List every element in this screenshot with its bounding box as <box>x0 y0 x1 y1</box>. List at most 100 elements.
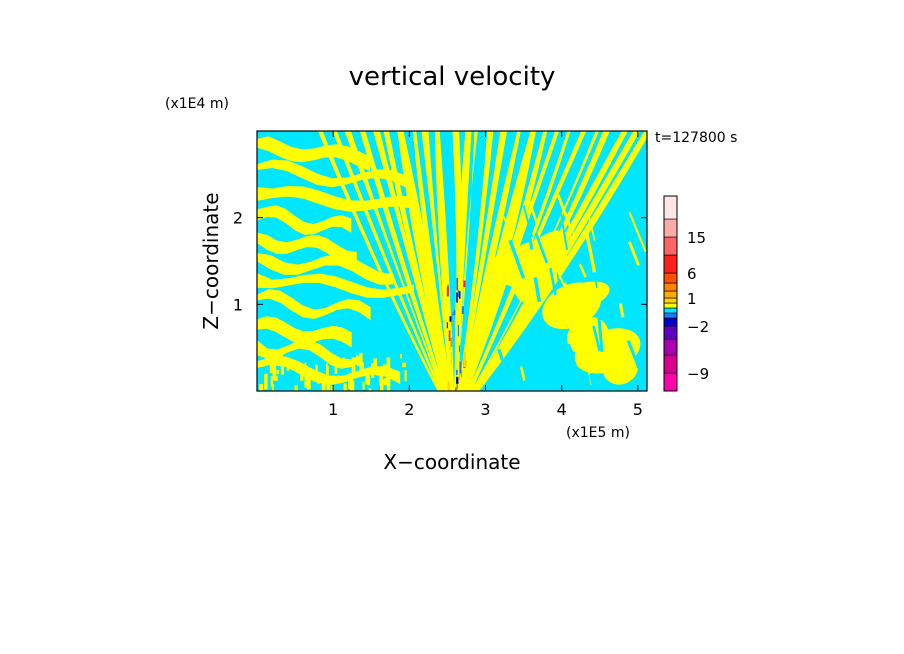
contour-band <box>257 159 408 189</box>
contour-speck <box>386 357 391 371</box>
contour-speck <box>270 376 274 387</box>
contour-speck <box>359 352 363 371</box>
contour-core <box>455 387 457 391</box>
contour-core <box>458 291 461 299</box>
contour-speck <box>362 381 365 390</box>
contour-core <box>448 330 451 341</box>
colorbar-frame <box>663 195 678 392</box>
contour-streak <box>497 348 504 361</box>
contour-streak <box>617 223 629 258</box>
colorbar-swatch <box>663 218 678 238</box>
contour-speck <box>315 364 318 371</box>
colorbar-swatch <box>663 236 678 256</box>
contour-streak <box>605 219 625 260</box>
contour-band <box>476 131 647 391</box>
contour-speck <box>271 384 275 391</box>
contour-band <box>257 273 414 298</box>
colorbar-swatch <box>663 354 678 374</box>
time-label: t=127800 s <box>655 130 737 146</box>
contour-core <box>446 286 449 297</box>
colorbar-swatch <box>663 195 678 220</box>
contour-streak <box>569 233 574 246</box>
contour-band <box>257 253 394 285</box>
contour-speck <box>351 373 355 378</box>
contour-speck <box>272 363 277 380</box>
x-tick-label: 3 <box>480 400 490 419</box>
contour-band <box>332 131 442 391</box>
contour-speck <box>263 360 266 365</box>
contour-speck <box>380 383 384 391</box>
contour-core <box>449 316 452 322</box>
contour-speck <box>386 377 391 386</box>
contour-streak <box>519 366 526 381</box>
contour-speck <box>280 364 285 375</box>
contour-core <box>447 381 450 391</box>
colorbar-tick-label: 6 <box>687 265 697 283</box>
contour-streak <box>567 343 579 372</box>
colorbar: 15 6 1 −2 −9 <box>663 195 709 392</box>
contour-speck <box>300 367 304 381</box>
contour-streak <box>586 209 596 241</box>
colorbar-swatch <box>663 254 678 274</box>
contour-speck <box>367 371 371 386</box>
x-tick-label: 2 <box>404 400 414 419</box>
contour-streak <box>626 340 645 381</box>
contour-speck <box>269 363 273 374</box>
colorbar-swatch <box>663 372 678 392</box>
contour-core <box>456 292 458 303</box>
contour-speck <box>357 359 360 366</box>
contour-band <box>457 131 494 391</box>
plot-frame <box>256 130 648 392</box>
contour-blob <box>485 248 536 275</box>
contour-streak <box>628 212 647 253</box>
colorbar-swatch <box>663 317 678 327</box>
contour-speck <box>349 379 352 391</box>
contour-band <box>257 356 401 386</box>
contour-speck <box>356 355 358 362</box>
contour-streak <box>556 269 560 289</box>
contour-band <box>454 131 472 391</box>
contour-speck <box>368 388 372 391</box>
colorbar-swatch <box>663 282 678 292</box>
contour-streak <box>588 373 602 391</box>
contour-core <box>452 312 454 316</box>
contour-core <box>461 370 463 378</box>
contour-speck <box>304 362 307 372</box>
contour-bands <box>257 131 647 391</box>
contour-speck <box>382 379 386 384</box>
contour-field <box>257 131 647 391</box>
colorbar-swatch <box>663 325 678 340</box>
contour-core <box>453 310 456 316</box>
contour-speck <box>343 383 347 391</box>
contour-band <box>434 131 455 391</box>
contour-band <box>257 339 363 369</box>
contour-streak <box>628 241 640 266</box>
chart-title: vertical velocity <box>349 62 556 92</box>
contour-band <box>344 131 444 391</box>
colorbar-swatch <box>663 338 678 356</box>
contour-core <box>451 319 453 327</box>
contour-core <box>449 346 452 351</box>
colorbar-swatch <box>663 290 678 299</box>
colorbar-tick-label: 1 <box>687 290 697 308</box>
colorbar-swatch <box>663 272 678 284</box>
contour-core <box>456 376 459 384</box>
contour-band <box>471 131 610 391</box>
y-axis-ticks: 12 <box>233 209 647 314</box>
contour-blob <box>574 328 641 374</box>
contour-band <box>464 131 548 391</box>
colorbar-swatch <box>663 297 678 304</box>
x-tick-label: 5 <box>633 400 643 419</box>
contour-streak <box>592 325 601 351</box>
contour-streak <box>526 195 539 225</box>
contour-streak <box>528 235 534 250</box>
contour-streak <box>562 282 584 324</box>
contour-streak <box>632 200 641 225</box>
contour-streak <box>502 216 510 230</box>
colorbar-tick-label: −2 <box>687 318 709 336</box>
colorbar-swatch <box>663 312 678 319</box>
contour-band <box>421 131 453 391</box>
contour-speck <box>404 370 407 382</box>
contour-band <box>467 131 571 391</box>
contour-blob <box>520 230 569 272</box>
